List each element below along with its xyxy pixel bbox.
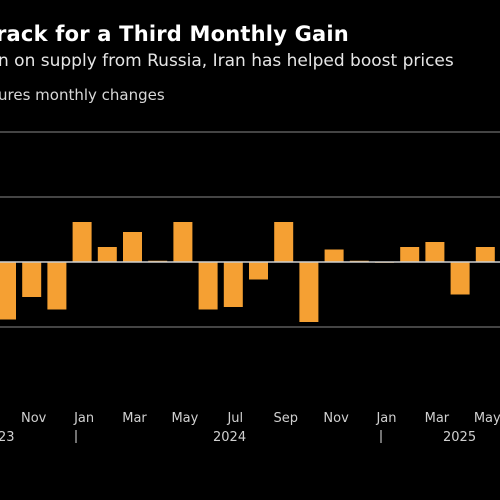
year-label-0: 23 bbox=[0, 430, 15, 445]
bar-11 bbox=[274, 222, 294, 262]
bar-2 bbox=[47, 262, 67, 310]
bar-8 bbox=[198, 262, 218, 310]
bar-17 bbox=[425, 242, 445, 262]
bar-7 bbox=[173, 222, 193, 262]
bar-5 bbox=[123, 232, 142, 262]
year-label-2: 2025 bbox=[443, 430, 476, 445]
bar-18 bbox=[450, 262, 470, 295]
bar-13 bbox=[324, 249, 344, 262]
x-tick-label-4: Jul bbox=[226, 411, 243, 426]
chart-caption: ures monthly changes bbox=[0, 86, 165, 104]
x-tick-label-1: Jan bbox=[73, 411, 94, 426]
bars-group bbox=[0, 222, 495, 322]
bar-16 bbox=[400, 247, 420, 262]
bar-0 bbox=[0, 262, 16, 320]
year-label-1: 2024 bbox=[213, 430, 246, 445]
chart-title: rack for a Third Monthly Gain bbox=[0, 22, 349, 46]
bar-12 bbox=[299, 262, 319, 322]
x-tick-label-2: Mar bbox=[122, 411, 147, 426]
bar-9 bbox=[223, 262, 243, 307]
bar-19 bbox=[475, 247, 495, 262]
x-axis: Nov Jan Mar May Jul Sep Nov Jan Mar May 23 2024 2025 bbox=[0, 411, 500, 445]
bar-4 bbox=[97, 247, 117, 262]
x-tick-label-7: Jan bbox=[375, 411, 396, 426]
x-tick-label-5: Sep bbox=[273, 411, 298, 426]
grid-lines bbox=[0, 131, 500, 328]
bar-3 bbox=[72, 222, 92, 262]
x-tick-label-3: May bbox=[171, 411, 198, 426]
chart-subtitle: n on supply from Russia, Iran has helped… bbox=[0, 51, 454, 71]
x-tick-label-6: Nov bbox=[323, 411, 349, 426]
x-tick-label-9: May bbox=[474, 411, 500, 426]
x-tick-label-0: Nov bbox=[21, 411, 47, 426]
x-tick-label-8: Mar bbox=[425, 411, 450, 426]
bar-1 bbox=[22, 262, 42, 297]
bar-10 bbox=[249, 262, 268, 280]
